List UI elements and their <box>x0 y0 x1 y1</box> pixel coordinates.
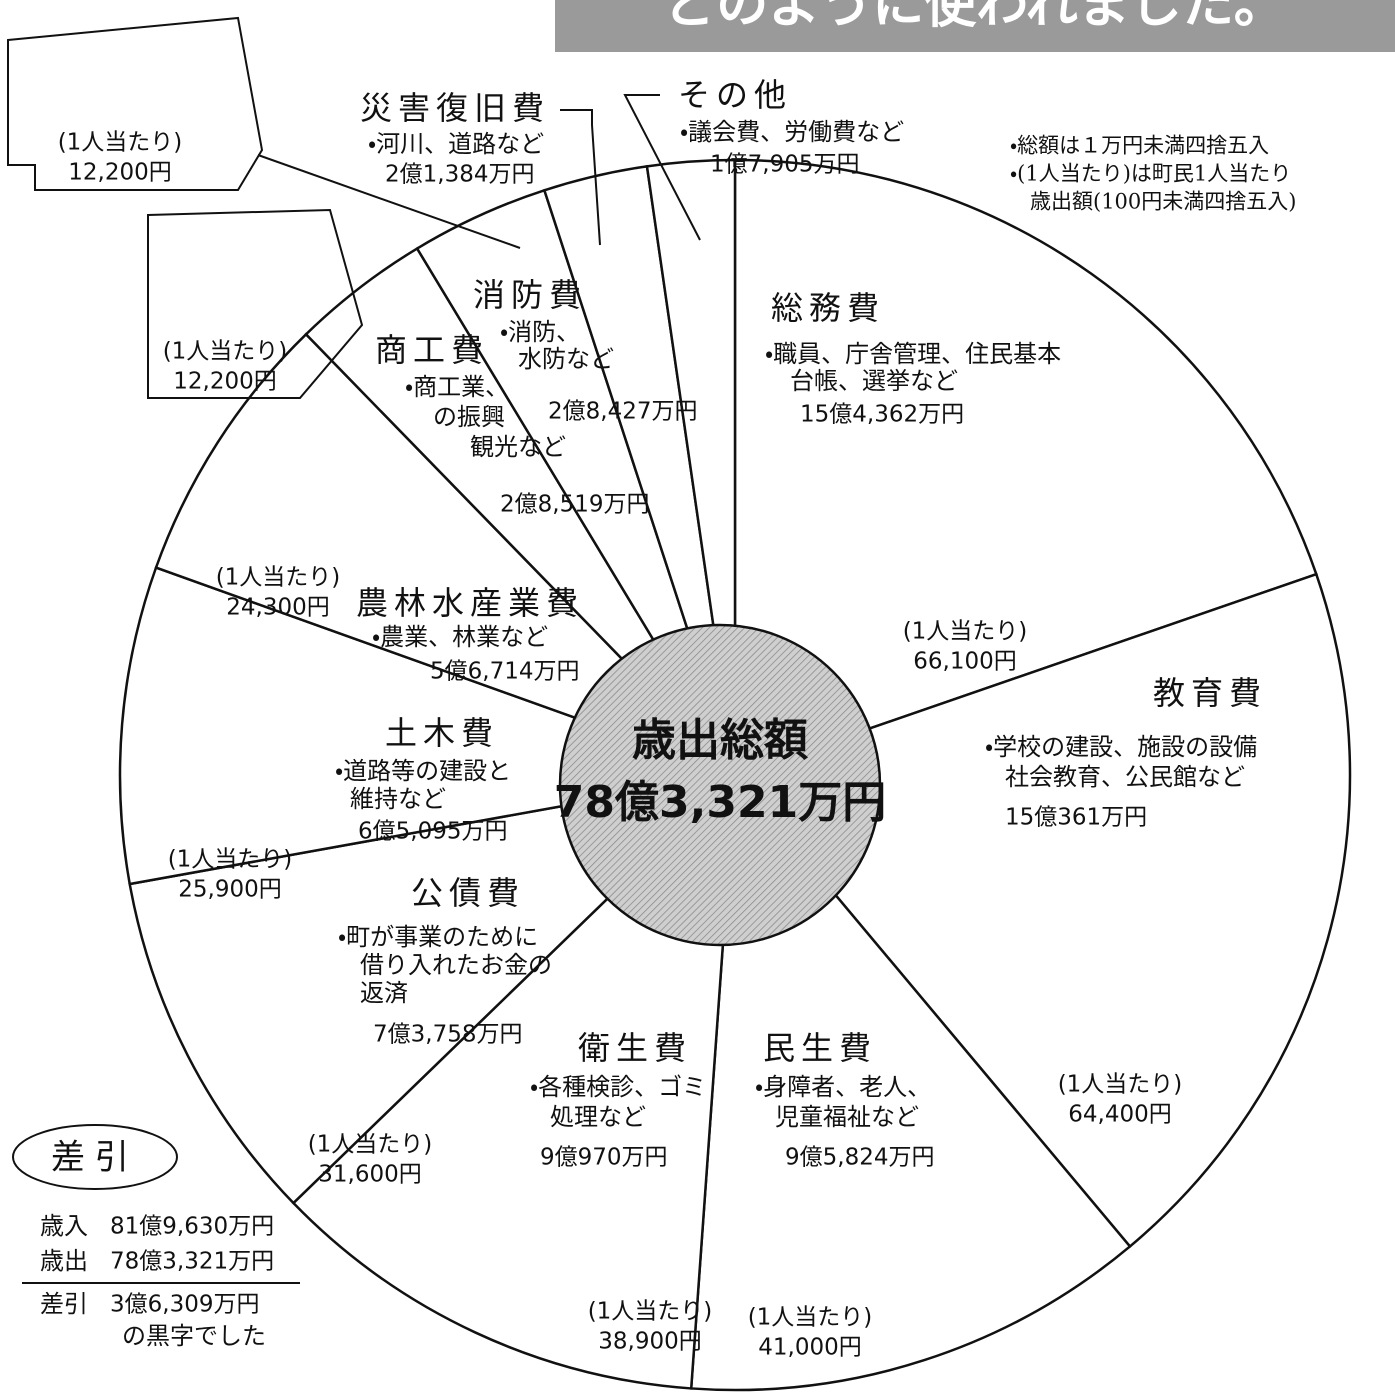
slice-description: ・町が事業のために <box>338 923 538 951</box>
slice-name: 総務費 <box>771 289 885 327</box>
slice-name: 教育費 <box>1153 674 1267 712</box>
slice-name: その他 <box>678 76 792 114</box>
pie-slice <box>118 566 740 886</box>
per-person-value: 31,600円 <box>318 1162 421 1188</box>
per-person-label: (1人当たり) <box>588 1299 713 1325</box>
per-person-label: (1人当たり) <box>216 565 341 591</box>
icon-box <box>147 208 364 399</box>
slice-description: 児童福祉など <box>775 1103 919 1131</box>
balance-value: 81億9,630万円 <box>110 1214 274 1240</box>
value-label: 15億4,362万円 <box>800 402 964 428</box>
slice-description: 観光など <box>470 433 566 461</box>
note: 歳出額(100円未満四捨五入) <box>1030 190 1296 214</box>
value-label: 2億8,519万円 <box>500 492 649 518</box>
slice-name: 土木費 <box>385 714 499 752</box>
balance-label: 差引 <box>40 1290 88 1318</box>
leader-line <box>257 154 521 249</box>
per-person-value: 64,400円 <box>1068 1102 1171 1128</box>
per-person-label: (1人当たり) <box>163 339 288 365</box>
slice-description: 返済 <box>360 979 408 1007</box>
slice-name: 商工費 <box>375 331 489 369</box>
slice-description: ・農業、林業など <box>372 623 548 651</box>
pie-slice <box>128 773 739 1205</box>
pie <box>118 158 1352 1392</box>
leader-line <box>623 94 701 241</box>
per-person-label: (1人当たり) <box>903 619 1028 645</box>
pie-slice <box>689 771 1132 1392</box>
icon-box <box>7 16 264 191</box>
slice-description: ・道路等の建設と <box>335 757 511 785</box>
pie-slice <box>645 158 737 776</box>
per-person-value: 12,200円 <box>68 160 171 186</box>
center-title: 歳出総額 <box>632 715 808 766</box>
slice-description: ・河川、道路など <box>368 130 544 158</box>
per-person-label: (1人当たり) <box>58 130 183 156</box>
per-person-label: (1人当たり) <box>308 1132 433 1158</box>
slice-description: ・商工業、 <box>405 373 509 401</box>
slice-description: の振興 <box>433 403 505 431</box>
per-person-value: 25,900円 <box>178 877 281 903</box>
value-label: 6億5,095万円 <box>358 819 507 845</box>
balance-value: 78億3,321万円 <box>110 1249 274 1275</box>
slice-description: ・職員、庁舎管理、住民基本 <box>765 340 1061 368</box>
slice-description: 水防など <box>518 345 614 373</box>
balance-badge <box>12 1124 178 1190</box>
chart-title: どのように使われました。 <box>664 0 1285 35</box>
slice-name: 農林水産業費 <box>356 584 584 622</box>
per-person-label: (1人当たり) <box>748 1305 873 1331</box>
per-person-value: 66,100円 <box>913 649 1016 675</box>
balance-footer: の黒字でした <box>122 1322 266 1350</box>
value-label: 15億361万円 <box>1005 805 1147 831</box>
center-circle <box>558 623 882 947</box>
slice-description: ・各種検診、ゴミ <box>530 1073 706 1101</box>
balance-label: 歳出 <box>40 1247 88 1275</box>
value-label: 5億6,714万円 <box>430 659 579 685</box>
slice-description: 処理など <box>550 1103 646 1131</box>
per-person-label: (1人当たり) <box>1058 1072 1183 1098</box>
slice-description: 借り入れたお金の <box>360 951 552 979</box>
per-person-label: (1人当たり) <box>168 847 293 873</box>
center-value: 78億3,321万円 <box>554 777 886 828</box>
pie-slice <box>733 158 1318 777</box>
note: ・(1人当たり)は町民1人当たり <box>1010 162 1291 186</box>
slice-description: ・身障者、老人、 <box>755 1073 931 1101</box>
slice-name: 民生費 <box>763 1029 877 1067</box>
balance-heading: 差引 <box>51 1138 139 1178</box>
pie-slice <box>291 771 737 1390</box>
slice-name: 災害復旧費 <box>360 89 550 127</box>
balance-label: 歳入 <box>40 1212 88 1240</box>
value-label: 9億970万円 <box>540 1145 668 1171</box>
slice-description: ・議会費、労働費など <box>680 118 904 146</box>
balance-value: 3億6,309万円 <box>110 1292 259 1318</box>
slice-name: 衛生費 <box>578 1029 692 1067</box>
pie-slice <box>732 572 1352 1249</box>
value-label: 2億8,427万円 <box>548 399 697 425</box>
slice-name: 公債費 <box>411 874 525 912</box>
note: ・総額は１万円未満四捨五入 <box>1010 134 1269 158</box>
slice-description: 社会教育、公民館など <box>1005 763 1245 791</box>
slice-description: 台帳、選挙など <box>790 367 958 395</box>
slice-name: 消防費 <box>473 276 587 314</box>
slice-description: ・消防、 <box>500 318 580 346</box>
title-banner <box>555 0 1395 52</box>
value-label: 9億5,824万円 <box>785 1145 934 1171</box>
per-person-value: 24,300円 <box>226 595 329 621</box>
slice-description: 維持など <box>350 785 446 813</box>
value-label: 2億1,384万円 <box>385 162 534 188</box>
value-label: 7億3,758万円 <box>373 1022 522 1048</box>
pie-slice <box>154 332 736 777</box>
value-label: 1億7,905万円 <box>710 152 859 178</box>
per-person-value: 12,200円 <box>173 369 276 395</box>
slice-description: ・学校の建設、施設の設備 <box>985 733 1257 761</box>
per-person-value: 41,000円 <box>758 1335 861 1361</box>
per-person-value: 38,900円 <box>598 1329 701 1355</box>
leader-line <box>560 109 601 246</box>
